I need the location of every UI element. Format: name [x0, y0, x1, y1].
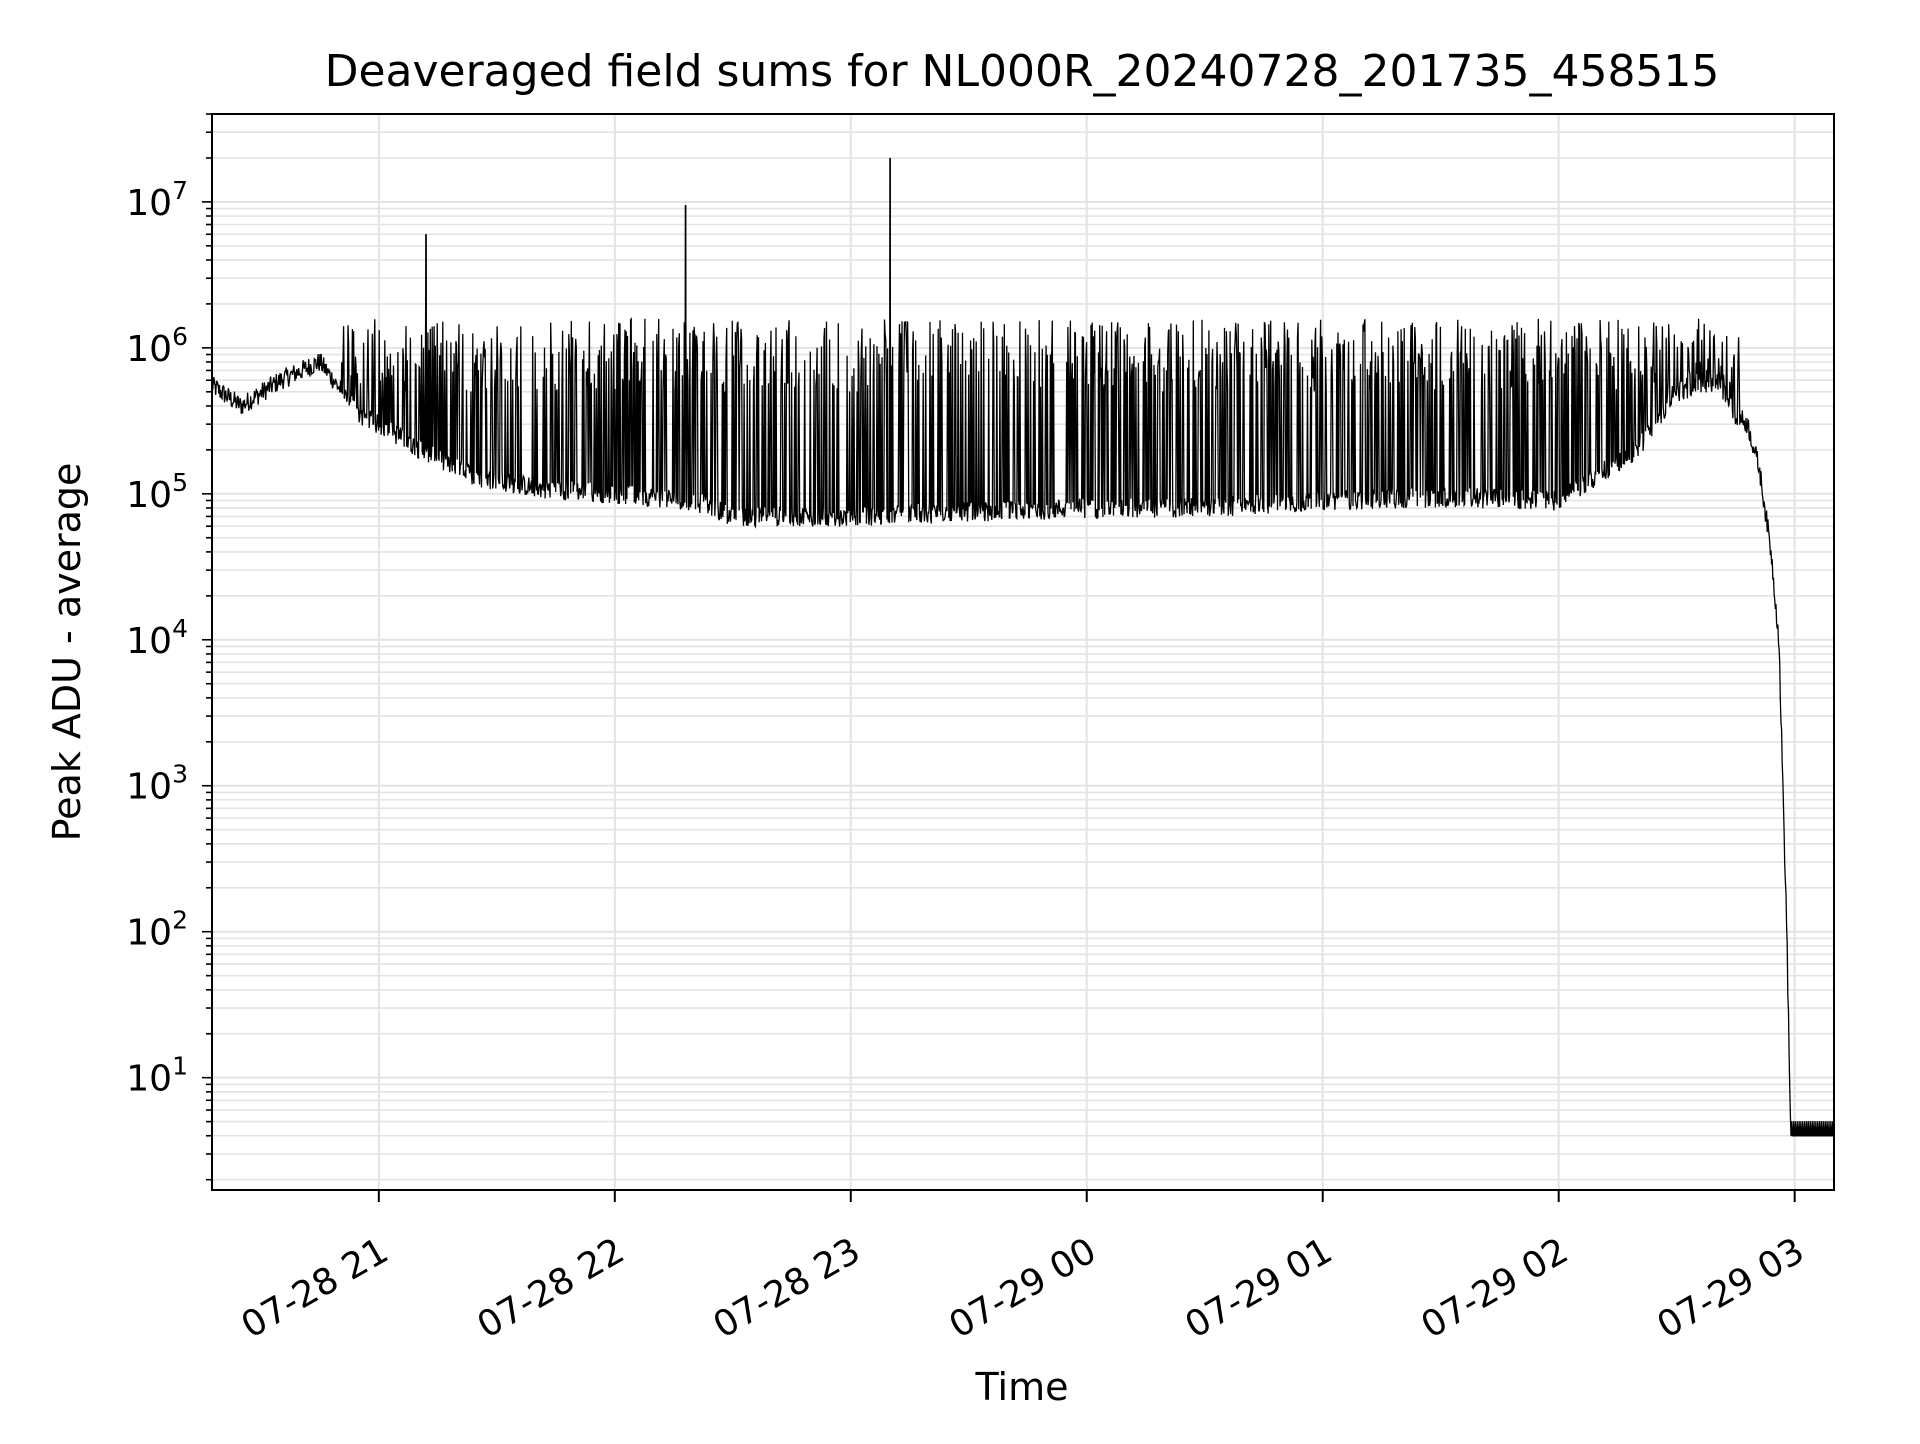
y-tick-label: 103 — [126, 760, 188, 808]
y-tick-label: 101 — [126, 1052, 188, 1100]
y-axis-ticks: 101 102 103 104 105 106 107 — [126, 113, 212, 1181]
x-axis-ticks: 07-28 21 07-28 22 07-28 23 07-29 00 07-29 01… — [235, 1190, 1811, 1347]
y-tick-label: 102 — [126, 906, 188, 954]
y-axis-label: Peak ADU - average — [45, 463, 89, 842]
grid-lines — [212, 113, 1834, 1190]
y-tick-label: 105 — [126, 468, 188, 516]
x-tick-label: 07-29 03 — [1650, 1230, 1811, 1346]
y-tick-label: 106 — [126, 322, 188, 370]
series-line — [211, 157, 1835, 1137]
x-tick-label: 07-29 02 — [1415, 1230, 1576, 1346]
x-tick-label: 07-28 23 — [707, 1230, 868, 1346]
x-tick-label: 07-28 21 — [235, 1230, 396, 1346]
y-tick-label: 104 — [126, 614, 188, 662]
series-layer — [211, 157, 1835, 1137]
x-tick-label: 07-28 22 — [471, 1230, 632, 1346]
plot-frame — [211, 113, 1835, 1191]
chart-title: Deaveraged field sums for NL000R_2024072… — [325, 46, 1720, 97]
x-tick-label: 07-29 01 — [1179, 1230, 1340, 1346]
x-tick-label: 07-29 00 — [943, 1230, 1104, 1346]
y-tick-label: 107 — [126, 176, 188, 224]
x-axis-label: Time — [975, 1365, 1069, 1409]
